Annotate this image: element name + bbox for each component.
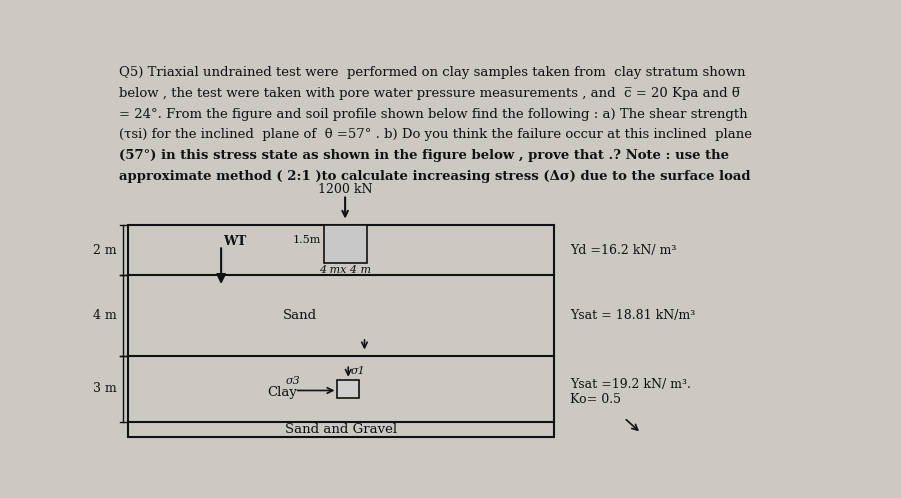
Text: 4 m: 4 m xyxy=(93,309,117,322)
Text: Clay: Clay xyxy=(268,386,297,399)
Text: 1.5m: 1.5m xyxy=(293,236,321,246)
Text: Ko= 0.5: Ko= 0.5 xyxy=(569,393,621,406)
Text: 3 m: 3 m xyxy=(93,382,117,395)
Text: Sand: Sand xyxy=(283,309,317,322)
Bar xyxy=(324,225,367,263)
Text: 2 m: 2 m xyxy=(93,244,117,257)
Bar xyxy=(337,379,359,398)
Text: Sand and Gravel: Sand and Gravel xyxy=(286,423,397,436)
Text: (57°) in this stress state as shown in the figure below , prove that .? Note : u: (57°) in this stress state as shown in t… xyxy=(119,149,729,162)
Text: σ1: σ1 xyxy=(350,366,365,376)
Text: (τsi) for the inclined  plane of  θ =57° . b) Do you think the failure occur at : (τsi) for the inclined plane of θ =57° .… xyxy=(119,128,751,141)
Text: 4 mx 4 m: 4 mx 4 m xyxy=(319,265,371,275)
Text: = 24°. From the figure and soil profile shown below find the following : a) The : = 24°. From the figure and soil profile … xyxy=(119,108,748,121)
Text: Ysat = 18.81 kN/m³: Ysat = 18.81 kN/m³ xyxy=(569,309,696,322)
Bar xyxy=(128,225,554,437)
Text: approximate method ( 2:1 )to calculate increasing stress (Δσ) due to the surface: approximate method ( 2:1 )to calculate i… xyxy=(119,170,751,183)
Text: Q5) Triaxial undrained test were  performed on clay samples taken from  clay str: Q5) Triaxial undrained test were perform… xyxy=(119,66,745,79)
Text: WT: WT xyxy=(223,235,246,248)
Text: Ysat =19.2 kN/ m³.: Ysat =19.2 kN/ m³. xyxy=(569,378,691,391)
Text: Yd =16.2 kN/ m³: Yd =16.2 kN/ m³ xyxy=(569,244,677,257)
Text: below , the test were taken with pore water pressure measurements , and  c̅ = 20: below , the test were taken with pore wa… xyxy=(119,87,740,100)
Text: 1200 kN: 1200 kN xyxy=(318,183,372,196)
Text: σ3: σ3 xyxy=(286,376,301,386)
